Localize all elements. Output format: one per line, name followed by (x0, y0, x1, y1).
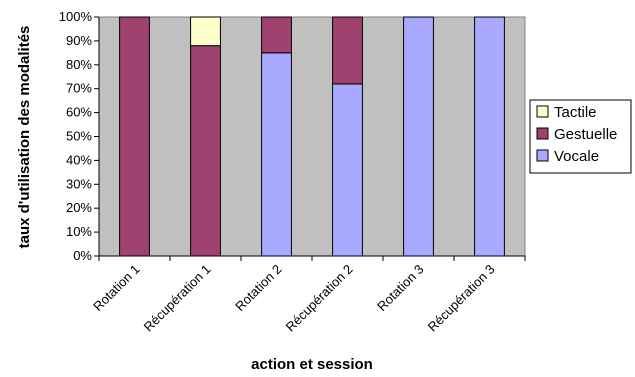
bar-segment-gestuelle (119, 16, 150, 257)
x-tick-label: Récupération 3 (425, 262, 498, 335)
y-tick-label: 50% (66, 129, 92, 144)
y-tick-label: 70% (66, 81, 92, 96)
bar-segment-vocale (261, 52, 292, 257)
x-tick-label: Récupération 1 (141, 262, 214, 335)
bars (119, 16, 505, 257)
legend-swatch-tactile (536, 105, 549, 118)
y-tick-label: 10% (66, 224, 92, 239)
bar-segment-tactile (190, 16, 221, 47)
y-tick-label: 30% (66, 176, 92, 191)
y-tick-label: 20% (66, 200, 92, 215)
x-tick-label: Récupération 2 (283, 262, 356, 335)
x-tick-label: Rotation 1 (90, 262, 143, 315)
bar-segment-gestuelle (332, 16, 363, 85)
bar-segment-vocale (332, 83, 363, 257)
y-tick-label: 40% (66, 152, 92, 167)
bar-segment-gestuelle (190, 45, 221, 257)
bar-segment-vocale (403, 16, 434, 257)
plot-area (98, 16, 526, 257)
legend-label-vocale: Vocale (554, 148, 599, 165)
y-tick-label: 80% (66, 57, 92, 72)
y-tick-label: 90% (66, 33, 92, 48)
y-axis: 0% 10% 20% 30% 40% 50% 60% 70% 80% 90% 100% (59, 9, 100, 263)
bar-segment-gestuelle (261, 16, 292, 54)
x-tick-label: Rotation 2 (232, 262, 285, 315)
legend-label-tactile: Tactile (554, 104, 597, 121)
y-tick-label: 100% (59, 9, 93, 24)
legend-swatch-vocale (536, 149, 549, 162)
y-tick-label: 60% (66, 105, 92, 120)
x-axis-title: action et session (251, 356, 373, 372)
y-tick-label: 0% (73, 248, 92, 263)
bar-segment-vocale (474, 16, 505, 257)
y-axis-title: taux d'utilisation des modalités (16, 26, 33, 249)
legend-swatch-gestuelle (536, 127, 549, 140)
legend-label-gestuelle: Gestuelle (554, 126, 617, 143)
x-tick-label: Rotation 3 (374, 262, 427, 315)
legend: Tactile Gestuelle Vocale (529, 99, 632, 174)
